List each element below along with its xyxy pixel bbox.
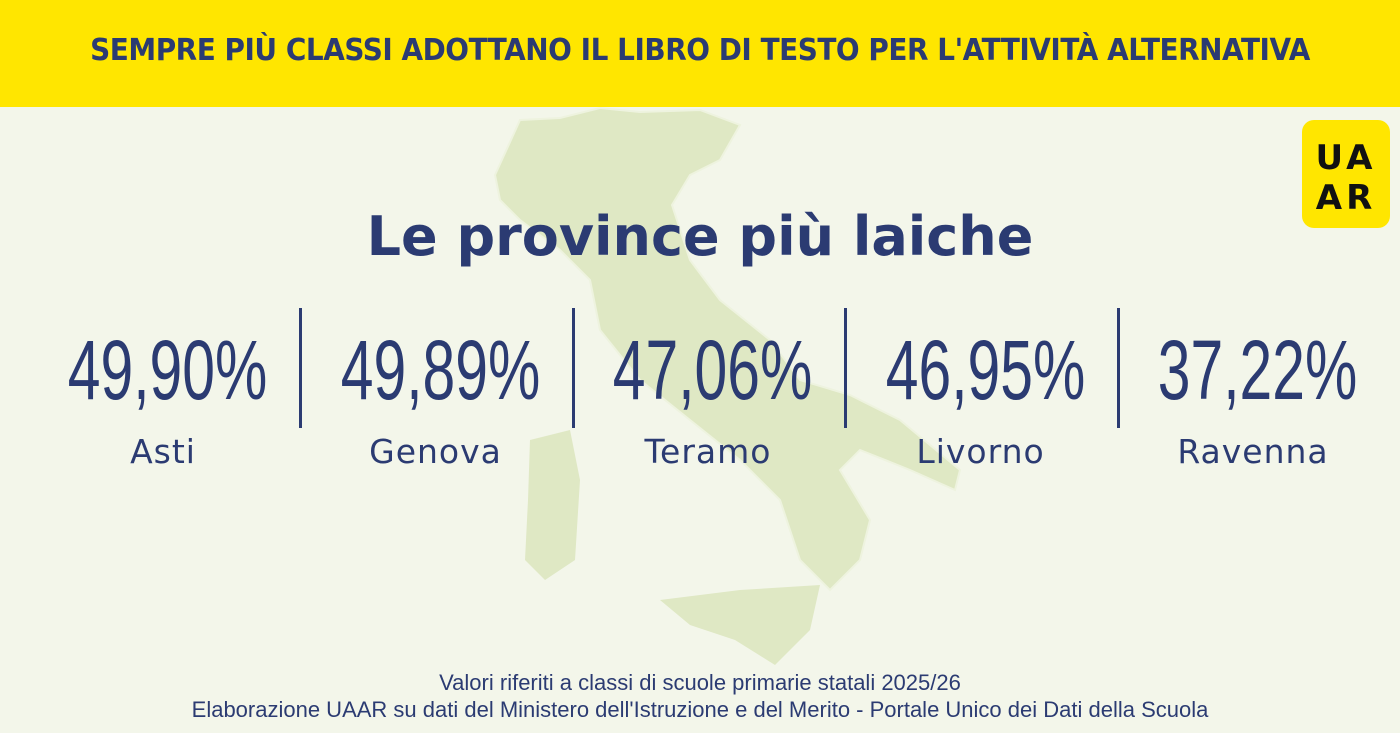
stat-value: 37,22% [1157,323,1358,417]
map-shape [493,106,962,592]
province-name: Ravenna [1177,432,1329,471]
stat-value: 47,06% [612,323,813,417]
stat-value: 49,89% [340,323,540,417]
footer-source: Elaborazione UAAR su dati del Ministero … [191,697,1209,722]
stat-item: 37,22% Ravenna [1117,320,1389,471]
map-sicily [660,585,820,665]
stat-item: 46,95% Livorno [845,320,1117,471]
separator [299,308,303,428]
map-sardinia [525,430,580,580]
stat-item: 49,89% Genova [300,320,572,471]
stat-value: 46,95% [885,323,1085,417]
header: SEMPRE PIÙ CLASSI ADOTTANO IL LIBRO DI T… [0,0,1400,107]
province-name: Teramo [644,432,772,471]
footer-note: Valori riferiti a classi di scuole prima… [439,670,961,695]
province-name: Livorno [916,432,1045,471]
separator [571,308,575,428]
stat-value: 49,90% [67,323,268,417]
separator [844,308,848,428]
logo-text: UA [1315,138,1377,178]
province-name: Asti [130,432,196,471]
header-title: SEMPRE PIÙ CLASSI ADOTTANO IL LIBRO DI T… [90,33,1310,68]
separator [1116,308,1120,428]
subtitle: Le province più laiche [366,205,1034,268]
stat-item: 49,90% Asti [27,320,299,471]
stat-item: 47,06% Teramo [572,320,844,471]
logo-text: AR [1315,178,1377,218]
logo: UA AR [1302,120,1390,228]
province-name: Genova [369,432,502,471]
